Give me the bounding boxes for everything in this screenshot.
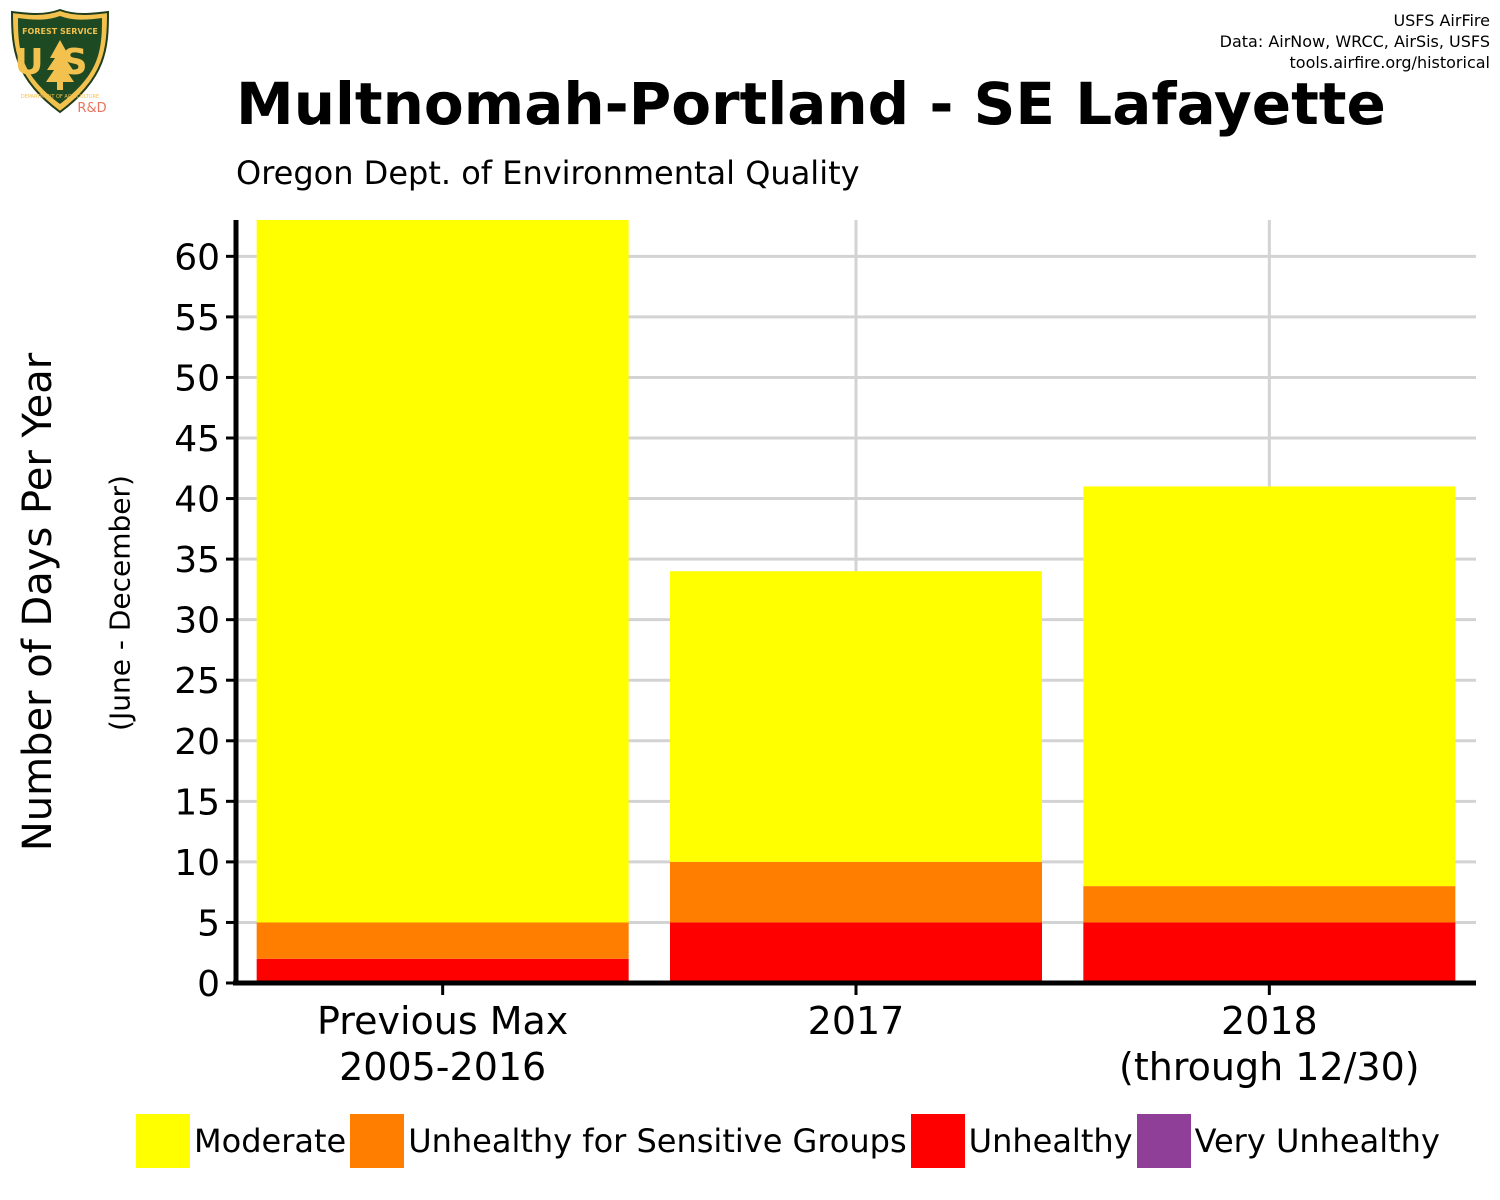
x-tick-label: 2018 xyxy=(1221,999,1318,1043)
x-tick-label: Previous Max xyxy=(317,999,568,1043)
bar-segment-unhealthy-for-sensitive-groups xyxy=(1083,886,1456,923)
credit-line-1: USFS AirFire xyxy=(1393,11,1490,30)
bar-segment-unhealthy xyxy=(670,922,1042,983)
legend-swatch xyxy=(350,1114,405,1168)
legend-item: Very Unhealthy xyxy=(1136,1114,1440,1168)
x-tick-label: (through 12/30) xyxy=(1119,1045,1420,1089)
bar-segment-moderate xyxy=(256,220,629,923)
y-tick-label: 0 xyxy=(197,964,220,1005)
legend-swatch xyxy=(910,1114,965,1168)
legend-label: Very Unhealthy xyxy=(1194,1122,1440,1160)
legend-label: Unhealthy for Sensitive Groups xyxy=(408,1122,907,1160)
chart-legend: Moderate Unhealthy for Sensitive Groups Un… xyxy=(136,1113,1444,1169)
svg-text:R&D: R&D xyxy=(77,101,106,116)
y-tick-label: 20 xyxy=(174,722,220,763)
y-tick-label: 50 xyxy=(174,358,220,399)
data-credits: USFS AirFire Data: AirNow, WRCC, AirSis,… xyxy=(1220,10,1490,73)
y-tick-label: 25 xyxy=(174,661,220,702)
y-tick-label: 15 xyxy=(174,782,220,823)
y-tick-label: 60 xyxy=(174,237,220,278)
x-tick-label: 2005-2016 xyxy=(339,1045,546,1089)
legend-label: Unhealthy xyxy=(968,1122,1133,1160)
svg-text:FOREST SERVICE: FOREST SERVICE xyxy=(22,27,98,36)
chart-subtitle: Oregon Dept. of Environmental Quality xyxy=(236,154,860,192)
bar-segment-moderate xyxy=(1083,486,1456,887)
legend-label: Moderate xyxy=(194,1122,347,1160)
usfs-shield-logo: FOREST SERVICE US DEPARTMENT OF AGRICULT… xyxy=(10,8,110,116)
y-tick-label: 40 xyxy=(174,480,220,521)
bar-segment-unhealthy xyxy=(256,958,629,983)
bar-segment-unhealthy-for-sensitive-groups xyxy=(670,861,1042,923)
x-tick-label: 2017 xyxy=(808,999,905,1043)
y-tick-label: 45 xyxy=(174,419,220,460)
bar-segment-unhealthy-for-sensitive-groups xyxy=(256,922,629,959)
y-tick-label: 5 xyxy=(197,903,220,944)
y-tick-label: 30 xyxy=(174,601,220,642)
legend-item: Unhealthy for Sensitive Groups xyxy=(350,1114,907,1168)
legend-swatch xyxy=(1136,1114,1191,1168)
credit-line-2: Data: AirNow, WRCC, AirSis, USFS xyxy=(1219,32,1490,51)
legend-item: Unhealthy xyxy=(910,1114,1133,1168)
legend-swatch xyxy=(136,1114,190,1168)
svg-text:DEPARTMENT OF AGRICULTURE: DEPARTMENT OF AGRICULTURE xyxy=(21,94,99,100)
bar-segment-unhealthy xyxy=(1083,922,1456,983)
credit-line-3: tools.airfire.org/historical xyxy=(1289,53,1490,72)
y-tick-label: 35 xyxy=(174,540,220,581)
y-tick-label: 55 xyxy=(174,298,220,339)
y-tick-label: 10 xyxy=(174,843,220,884)
bar-segment-moderate xyxy=(670,571,1042,862)
chart-title: Multnomah-Portland - SE Lafayette xyxy=(236,70,1386,138)
legend-item: Moderate xyxy=(136,1114,346,1168)
